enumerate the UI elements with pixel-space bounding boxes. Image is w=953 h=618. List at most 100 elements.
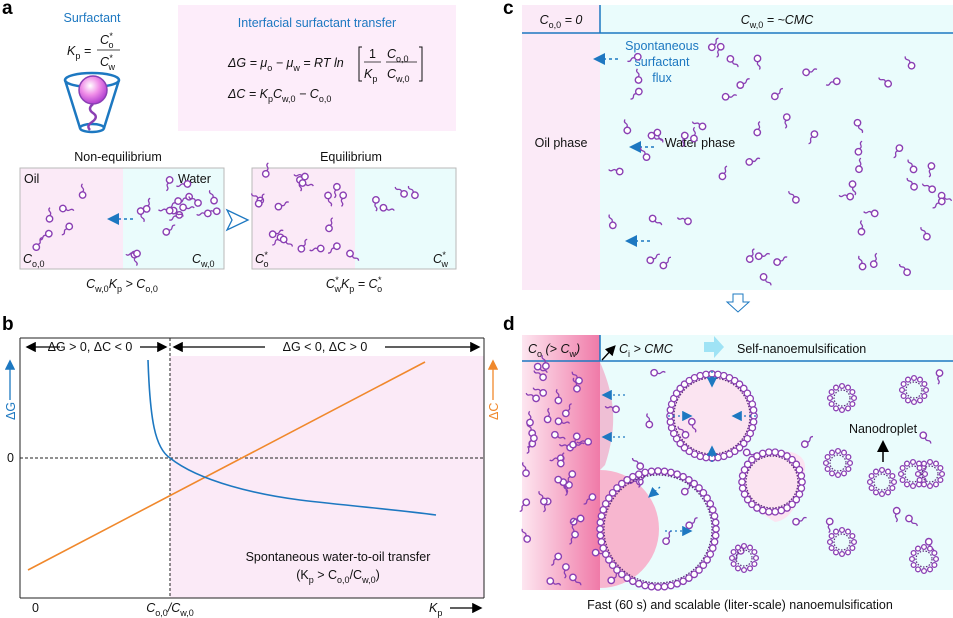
surfactant-molecules — [250, 162, 419, 261]
surfactant-molecule — [533, 370, 547, 382]
surfactant-molecule — [648, 214, 663, 226]
surfactant-molecule — [892, 506, 901, 523]
surfactant-molecule — [550, 430, 566, 440]
surfactant-molecule — [298, 179, 314, 187]
surfactant-molecule — [551, 552, 563, 566]
kp-definition-denominator: C*w​ — [100, 53, 116, 72]
surfactant-molecule — [634, 68, 643, 84]
surfactant-molecule — [162, 224, 176, 236]
surfactant-molecule — [569, 514, 585, 523]
surfactant-molecule — [647, 131, 663, 141]
surfactant-molecule — [920, 226, 931, 241]
annotation-line2: (Kp​ > Co,0​/Cw,0​) — [296, 568, 380, 585]
water-phase-label: Water phase — [665, 136, 735, 150]
header-interface-concentration: Ci​ > CMC — [619, 342, 674, 359]
x-axis-label: Kp​ — [429, 601, 442, 618]
transfer-equation-box — [178, 5, 456, 131]
oil-region — [20, 168, 123, 269]
delta-c-equation: ΔC = Kp​Cw,0​ − Co,0​ — [227, 87, 331, 104]
surfactant-molecule — [521, 462, 530, 478]
droplet-shells — [596, 370, 946, 591]
surfactant-molecule — [878, 77, 893, 88]
nonequilibrium-box — [19, 167, 225, 270]
surfactant-molecule — [538, 490, 548, 506]
surfactant-molecule — [379, 203, 395, 212]
surfactant-molecule — [196, 209, 212, 218]
budding-droplet-shell — [596, 467, 720, 591]
surfactant-molecule — [541, 355, 550, 370]
surfactant-molecule — [125, 249, 141, 258]
nanodroplet-label: Nanodroplet — [849, 422, 918, 436]
surfactant-molecule — [142, 197, 151, 213]
surfactant-molecule — [279, 235, 294, 247]
surfactant-molecule — [825, 77, 841, 86]
panel-label-c: c — [503, 0, 514, 19]
surfactant-molecule — [680, 131, 689, 148]
dg-frac2-num: Co,0​ — [387, 47, 409, 64]
surfactant-molecule — [32, 237, 43, 252]
water-phase-region — [600, 5, 953, 290]
surfactant-molecule — [792, 516, 807, 526]
surfactant-molecule — [782, 113, 791, 129]
surfactant-molecule — [745, 157, 761, 166]
surfactant-molecule — [838, 192, 855, 201]
surfactant-molecule — [569, 530, 579, 545]
process-arrow-icon — [704, 336, 724, 358]
header-oil-concentration: Co,0​ = 0 — [540, 13, 583, 30]
surfactant-molecule — [565, 470, 577, 485]
nanodroplet — [826, 526, 858, 558]
surfactant-molecule — [677, 426, 690, 439]
surfactant-molecule — [753, 54, 762, 70]
surfactant-molecule — [165, 176, 174, 192]
surfactant-molecule — [176, 180, 192, 188]
surfactant-molecule — [339, 191, 348, 207]
equilibrium-box — [251, 167, 457, 270]
delta-c-axis-label: ΔC — [487, 403, 501, 420]
surfactant-molecule — [630, 87, 643, 100]
panel-label-b: b — [2, 314, 14, 335]
surfactant-molecule — [525, 392, 540, 403]
surfactant-molecules — [32, 176, 221, 267]
surfactant-molecule — [631, 457, 645, 471]
transition-arrow-icon — [225, 208, 250, 232]
surfactant-molecule — [61, 222, 74, 236]
surfactant-molecule — [825, 517, 834, 534]
surfactant-molecule — [718, 165, 728, 181]
nanodroplet — [897, 458, 929, 490]
panel-d-caption: Fast (60 s) and scalable (liter-scale) n… — [587, 598, 893, 612]
surfactant-molecule — [543, 407, 552, 424]
region-right-label: ΔG < 0, ΔC > 0 — [283, 340, 368, 354]
budding-droplet — [600, 470, 659, 588]
panel-d: d Co​ (> Cw​) Ci​ > CMC Self-nanoemulsif… — [503, 314, 953, 612]
dg-frac2-den: Cw,0​ — [387, 67, 410, 84]
y-zero-tick: 0 — [7, 451, 14, 465]
surfactant-molecule — [293, 172, 309, 181]
oil-bulge — [600, 362, 614, 590]
surfactant-molecule — [346, 249, 360, 261]
surfactant-molecule — [583, 493, 597, 505]
surfactant-molecule — [907, 159, 918, 174]
surfactant-molecule — [604, 405, 620, 414]
kp-definition-lhs: Kp​ = — [67, 44, 91, 61]
surfactant-molecule — [691, 121, 707, 131]
surfactant-molecule — [773, 256, 788, 266]
nanodroplet — [908, 543, 940, 575]
surfactant-molecule — [857, 220, 866, 236]
large-droplet-shell — [666, 370, 758, 462]
dg-frac1-den: Kp​ — [364, 67, 377, 84]
surfactant-molecule — [754, 252, 771, 261]
equilibrium-caption: C*w​Kp​ = C*o​ — [326, 275, 382, 294]
x-zero-tick: 0 — [32, 601, 39, 615]
surfactant-molecule — [327, 242, 341, 254]
surfactant-molecule — [904, 56, 916, 70]
delta-g-equation: ΔG = μo​ − μw​ = RT ln — [227, 56, 344, 73]
surfactant-molecule — [526, 410, 534, 427]
surfactant-molecule — [608, 167, 624, 176]
kp-definition-numerator: C*o​ — [100, 31, 114, 50]
surfactant-molecule — [858, 255, 867, 271]
surfactant-molecule — [627, 52, 642, 63]
surfactant-molecule — [527, 434, 538, 448]
surfactant-molecule — [759, 273, 772, 286]
large-droplet — [672, 376, 752, 456]
